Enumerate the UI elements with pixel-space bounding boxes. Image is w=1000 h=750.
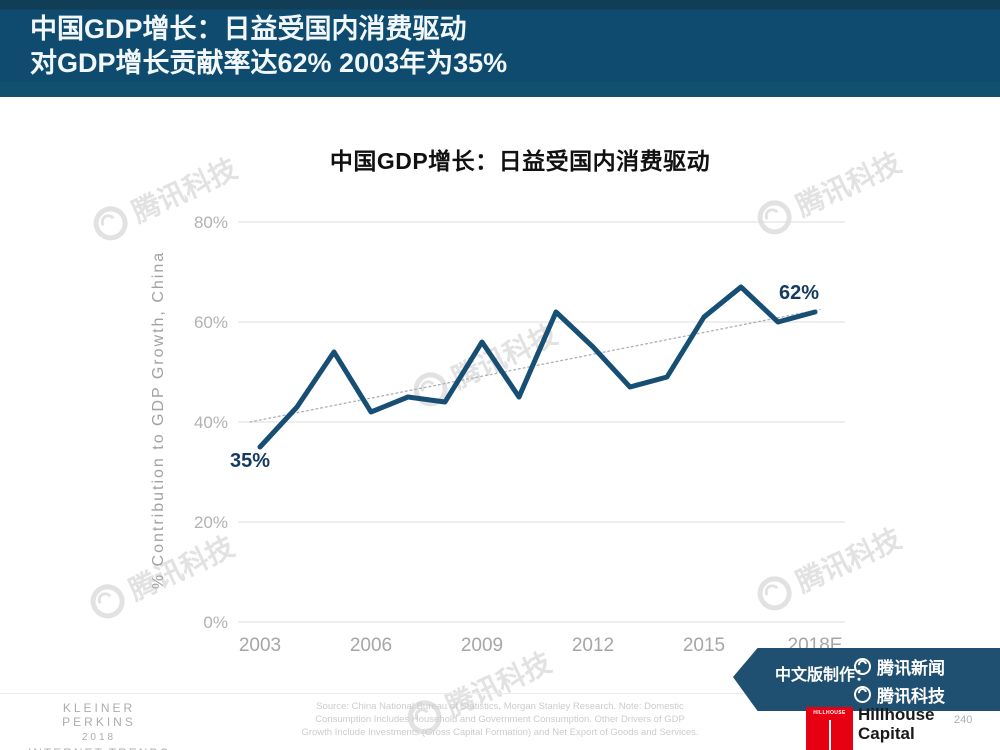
- hillhouse-name-line: Hillhouse: [858, 705, 935, 724]
- tencent-logo-icon: [854, 657, 871, 675]
- x-tick-label: 2003: [239, 635, 281, 656]
- y-tick-label: 40%: [194, 413, 228, 432]
- x-tick-label: 2006: [350, 635, 392, 656]
- source-note: Source: China National Bureau of Statist…: [280, 700, 720, 739]
- brand-line: 2018: [81, 732, 117, 743]
- y-tick-label: 20%: [194, 513, 228, 532]
- x-tick-label: 2009: [461, 635, 503, 656]
- data-label: 35%: [230, 450, 270, 472]
- source-line: Growth Include Investments (Gross Capita…: [301, 727, 699, 738]
- header-banner: 中国GDP增长：日益受国内消费驱动 对GDP增长贡献率达62% 2003年为35…: [0, 0, 1000, 97]
- y-tick-label: 0%: [203, 613, 228, 632]
- x-tick-label: 2015: [683, 635, 725, 656]
- kleiner-perkins-brand: KLEINER PERKINS 2018 INTERNET TRENDS: [24, 701, 174, 750]
- ribbon-label: 中文版制作：: [775, 667, 872, 684]
- chart-title: 中国GDP增长：日益受国内消费驱动: [329, 148, 711, 174]
- brand-line: KLEINER PERKINS: [62, 701, 136, 729]
- source-line: Source: China National Bureau of Statist…: [316, 701, 684, 712]
- y-tick-label: 80%: [194, 213, 228, 232]
- brand-line: INTERNET TRENDS: [24, 746, 174, 750]
- y-axis-title: % Contribution to GDP Growth, China: [150, 251, 167, 589]
- tencent-news-brand: 腾讯新闻: [854, 652, 945, 680]
- data-label: 62%: [779, 282, 819, 304]
- hillhouse-name-line: Capital: [858, 724, 915, 743]
- y-tick-label: 60%: [194, 313, 228, 332]
- trend-line: [249, 308, 821, 423]
- tencent-logo-icon: [854, 685, 871, 703]
- x-tick-label: 2012: [572, 635, 614, 656]
- hillhouse-name: Hillhouse Capital: [858, 705, 935, 743]
- source-line: Consumption Includes Household and Gover…: [315, 714, 685, 725]
- header-title-line2: 对GDP增长贡献率达62% 2003年为35%: [30, 48, 508, 78]
- page-number: 240: [954, 714, 973, 726]
- data-line: [257, 284, 818, 450]
- hillhouse-logo-text: HILLHOUSE: [813, 710, 846, 716]
- header-title-line1: 中国GDP增长：日益受国内消费驱动: [30, 14, 467, 44]
- tencent-tech-brand: 腾讯科技: [854, 680, 945, 708]
- tencent-ribbon: 中文版制作： 腾讯新闻 腾讯科技: [733, 648, 1000, 711]
- hillhouse-logo-bar: [828, 720, 831, 750]
- footer-divider: [0, 693, 1000, 694]
- tencent-news-label: 腾讯新闻: [877, 658, 945, 678]
- tencent-tech-label: 腾讯科技: [877, 686, 945, 706]
- hillhouse-logo: HILLHOUSE: [806, 707, 853, 750]
